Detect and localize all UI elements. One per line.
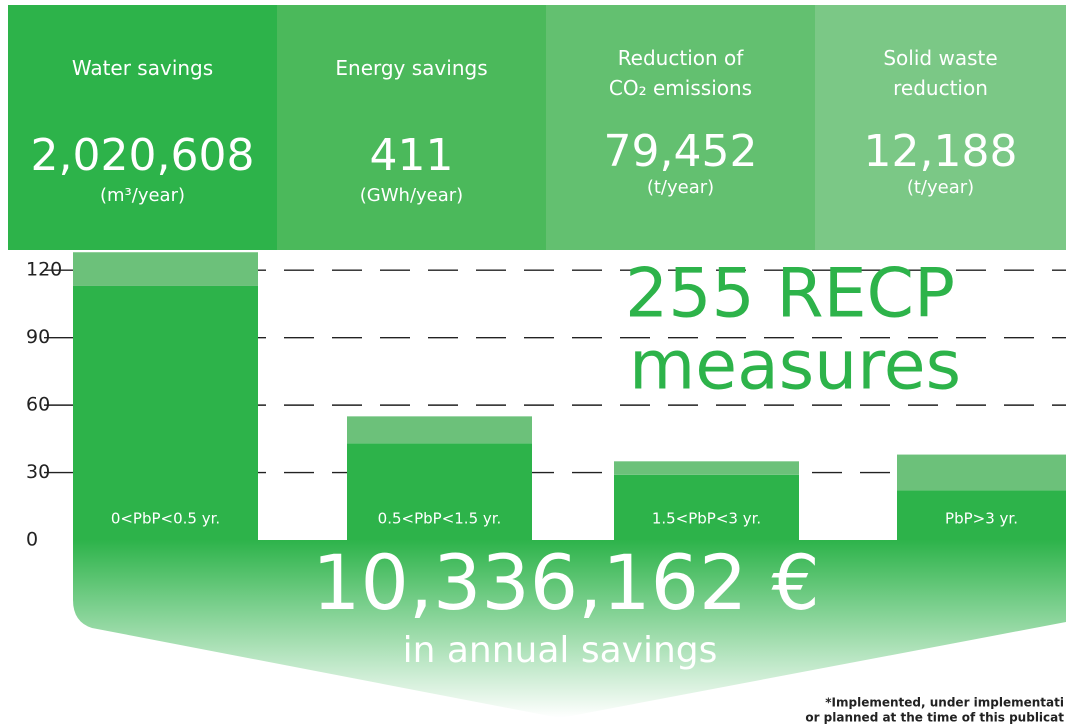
y-tick-label: 0 — [26, 529, 38, 551]
bar-segment — [614, 474, 799, 540]
bar-segment — [347, 443, 532, 540]
x-tick-label: 0<PbP<0.5 yr. — [111, 510, 220, 528]
kpi-label-line: Water savings — [71, 56, 214, 80]
kpi-tile: Water savings 2,020,608 (m³/year) — [8, 5, 277, 250]
kpi-label: Energy savings — [277, 53, 546, 83]
kpi-tile: Solid waste reduction 12,188 (t/year) — [815, 5, 1066, 250]
kpi-unit: (m³/year) — [99, 185, 186, 206]
kpi-unit: (GWh/year) — [359, 185, 464, 206]
bar-segment — [897, 454, 1066, 491]
bar-segment — [347, 416, 532, 444]
x-tick-label: 0.5<PbP<1.5 yr. — [378, 510, 502, 528]
y-tick-label: 30 — [26, 461, 50, 483]
kpi-label-line: Solid waste — [883, 46, 998, 70]
y-tick-label: 90 — [26, 326, 50, 348]
kpi-value: 79,452 — [603, 126, 758, 177]
kpi-tile: Energy savings 411 (GWh/year) — [277, 5, 546, 250]
x-tick-label: PbP>3 yr. — [945, 510, 1018, 528]
kpi-label-line: Reduction of — [617, 46, 744, 70]
kpi-label-line: Energy savings — [335, 56, 488, 80]
kpi-value: 411 — [369, 130, 454, 181]
kpi-tile: Reduction of CO₂ emissions 79,452 (t/year) — [546, 5, 815, 250]
kpi-label: Reduction of CO₂ emissions — [546, 43, 815, 103]
bar-segment — [73, 252, 258, 286]
bar-segment — [73, 285, 258, 540]
annotation: measures — [629, 327, 961, 406]
savings-value: 10,336,162 € — [312, 538, 820, 627]
y-tick-label: 60 — [26, 394, 50, 416]
kpi-value: 2,020,608 — [30, 130, 255, 181]
kpi-unit: (t/year) — [906, 177, 975, 198]
kpi-label: Solid waste reduction — [815, 43, 1066, 103]
kpi-label-line: CO₂ emissions — [608, 76, 753, 100]
x-tick-label: 1.5<PbP<3 yr. — [652, 510, 761, 528]
savings-caption: in annual savings — [403, 630, 718, 671]
savings-band — [73, 540, 1066, 718]
footnote: *Implemented, under implementati — [825, 696, 1064, 710]
kpi-unit: (t/year) — [646, 177, 715, 198]
kpi-tiles: Water savings 2,020,608 (m³/year) Energy sa… — [8, 5, 1066, 250]
kpi-label: Water savings — [8, 53, 277, 83]
kpi-label-line: reduction — [893, 76, 988, 100]
annotation: 255 RECP — [625, 255, 955, 334]
footnote: or planned at the time of this publicat — [805, 711, 1064, 725]
bar-segment — [614, 461, 799, 475]
bar-segment — [897, 490, 1066, 540]
kpi-value: 12,188 — [863, 126, 1018, 177]
